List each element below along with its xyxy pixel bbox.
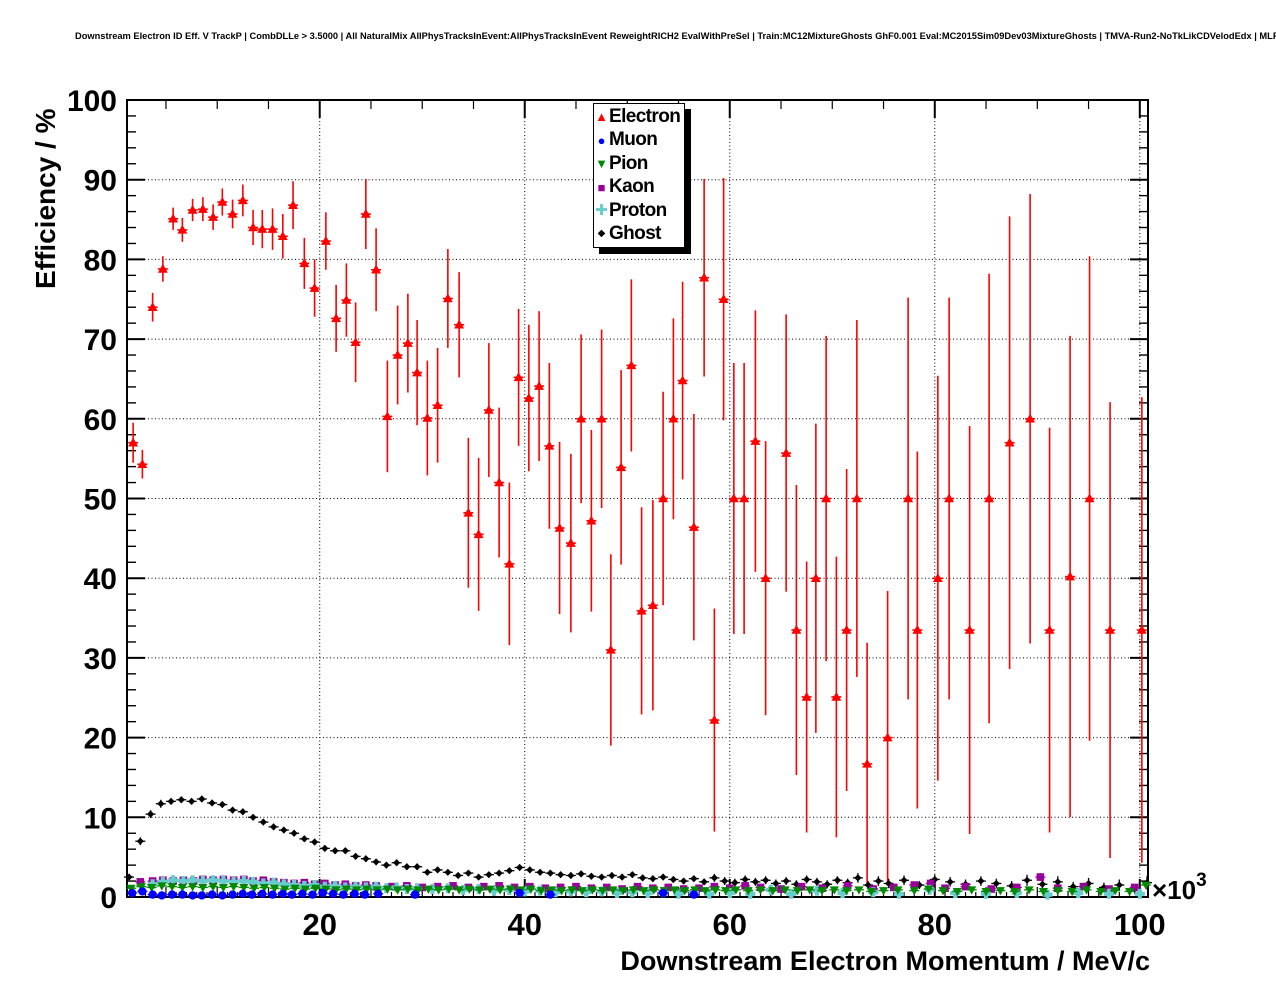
proton-legend-marker-icon: ✚ <box>595 202 608 220</box>
plot-header-title: Downstream Electron ID Eff. V TrackP | C… <box>75 31 1276 41</box>
legend-box: ▲ Electron ● Muon ▼ Pion ■ Kaon ✚ Proton… <box>593 103 685 248</box>
legend-item-label: Proton <box>609 199 667 221</box>
svg-text:80: 80 <box>84 244 117 277</box>
legend-item-ghost: ◆ Ghost <box>594 223 684 246</box>
series-electron <box>128 178 1147 886</box>
legend-item-muon: ● Muon <box>594 129 684 152</box>
legend-item-label: Electron <box>609 105 681 127</box>
svg-text:70: 70 <box>84 324 117 357</box>
svg-text:10: 10 <box>84 802 117 835</box>
svg-text:100: 100 <box>67 85 117 118</box>
svg-text:90: 90 <box>84 165 117 198</box>
svg-text:40: 40 <box>84 563 117 596</box>
legend-item-label: Ghost <box>609 223 661 245</box>
pion-legend-marker-icon: ▼ <box>595 156 608 172</box>
legend-item-label: Kaon <box>609 176 655 198</box>
svg-text:50: 50 <box>84 484 117 517</box>
legend-item-proton: ✚ Proton <box>594 199 684 222</box>
svg-text:60: 60 <box>84 404 117 437</box>
legend-item-pion: ▼ Pion <box>594 152 684 175</box>
svg-text:100: 100 <box>1114 907 1166 942</box>
svg-text:20: 20 <box>84 723 117 756</box>
x-axis-title: Downstream Electron Momentum / MeV/c <box>620 946 1150 976</box>
ghost-legend-marker-icon: ◆ <box>597 228 606 240</box>
legend-item-electron: ▲ Electron <box>594 105 684 128</box>
series-ghost <box>124 795 1152 894</box>
series-muon <box>127 887 699 900</box>
svg-text:60: 60 <box>713 907 747 942</box>
legend-item-label: Muon <box>609 129 658 151</box>
y-axis-title: Efficiency / % <box>30 108 61 289</box>
kaon-legend-marker-icon: ■ <box>597 179 606 195</box>
svg-text:40: 40 <box>507 907 541 942</box>
legend-item-kaon: ■ Kaon <box>594 176 684 199</box>
svg-text:80: 80 <box>918 907 952 942</box>
legend-item-label: Pion <box>609 152 648 174</box>
svg-text:30: 30 <box>84 643 117 676</box>
electron-legend-marker-icon: ▲ <box>595 109 608 125</box>
svg-text:×103: ×103 <box>1152 870 1207 905</box>
muon-legend-marker-icon: ● <box>597 132 606 148</box>
svg-text:0: 0 <box>100 882 117 915</box>
svg-text:20: 20 <box>302 907 336 942</box>
